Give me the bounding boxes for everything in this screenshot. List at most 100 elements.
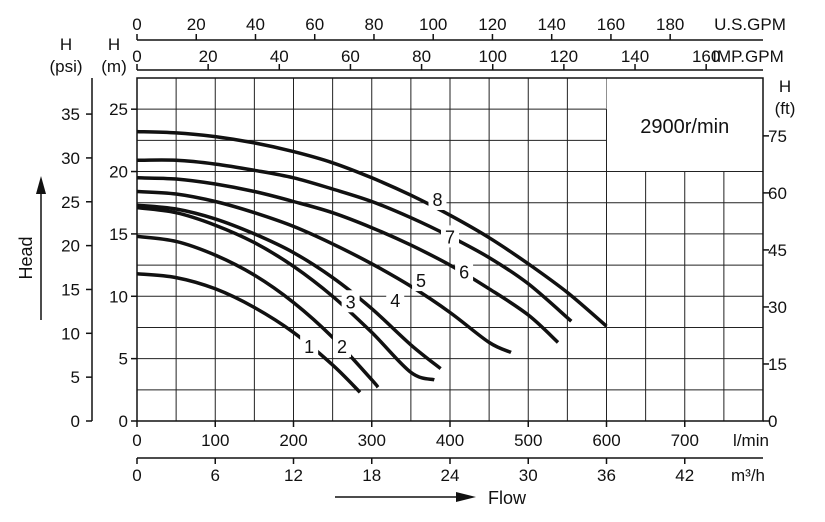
curve-label-8: 8: [432, 190, 442, 210]
lmin-tick-label: 300: [358, 431, 386, 450]
psi-unit: (psi): [49, 57, 82, 76]
curve-label-bg-7: [441, 225, 459, 248]
impgpm-tick-label: 0: [132, 47, 141, 66]
head-m-tick-label: 0: [119, 412, 128, 431]
usgpm-tick-label: 60: [305, 15, 324, 34]
head-m-tick-label: 25: [109, 100, 128, 119]
usgpm-tick-label: 140: [538, 15, 566, 34]
psi-header: H: [60, 35, 72, 54]
curve-5: [136, 189, 512, 355]
ft-tick-label: 60: [768, 184, 787, 203]
lmin-tick-label: 400: [436, 431, 464, 450]
curve-label-bg-1: [300, 335, 319, 358]
curve-label-bg-3: [341, 290, 360, 313]
usgpm-tick-label: 80: [365, 15, 384, 34]
curves: [136, 129, 608, 394]
usgpm-tick-label: 40: [246, 15, 265, 34]
ft-unit: (ft): [775, 99, 796, 118]
psi-tick-label: 20: [61, 237, 80, 256]
usgpm-unit: U.S.GPM: [714, 15, 786, 34]
curve-label-1: 1: [304, 337, 314, 357]
curve-label-7: 7: [445, 227, 455, 247]
lmin-tick-label: 700: [671, 431, 699, 450]
curve-2: [136, 234, 380, 389]
m3h-tick-label: 12: [284, 466, 303, 485]
flow-axis-label: Flow: [488, 488, 527, 508]
curve-label-2: 2: [337, 337, 347, 357]
m3h-tick-label: 18: [362, 466, 381, 485]
head-m-tick-label: 15: [109, 225, 128, 244]
curve-label-bg-8: [428, 187, 447, 210]
curve-3: [136, 205, 435, 382]
usgpm-tick-label: 180: [656, 15, 684, 34]
psi-tick-label: 35: [61, 105, 80, 124]
curve-label-3: 3: [346, 292, 356, 312]
curve-6: [136, 176, 560, 344]
m3h-tick-label: 30: [519, 466, 538, 485]
m3h-tick-label: 24: [441, 466, 460, 485]
psi-tick-label: 10: [61, 324, 80, 343]
ft-tick-label: 45: [768, 241, 787, 260]
speed-label-box: [606, 78, 763, 172]
curve-4: [136, 203, 442, 370]
curve-label-4: 4: [390, 291, 400, 311]
ft-tick-label: 75: [768, 127, 787, 146]
lmin-tick-label: 0: [132, 431, 141, 450]
lmin-unit: l/min: [733, 431, 769, 450]
curve-label-bg-4: [386, 289, 405, 312]
axes: [36, 34, 769, 502]
impgpm-tick-label: 60: [341, 47, 360, 66]
impgpm-tick-label: 160: [692, 47, 720, 66]
curve-label-bg-6: [455, 260, 474, 283]
curve-8: [136, 129, 608, 328]
lmin-tick-label: 100: [201, 431, 229, 450]
m3h-unit: m³/h: [731, 466, 765, 485]
psi-tick-label: 15: [61, 280, 80, 299]
usgpm-tick-label: 0: [132, 15, 141, 34]
head-m-tick-label: 5: [119, 350, 128, 369]
curve-1: [136, 272, 362, 394]
usgpm-tick-label: 20: [187, 15, 206, 34]
curve-label-6: 6: [459, 262, 469, 282]
lmin-tick-label: 500: [514, 431, 542, 450]
ft-tick-label: 0: [768, 412, 777, 431]
impgpm-tick-label: 40: [270, 47, 289, 66]
psi-tick-label: 5: [71, 368, 80, 387]
lmin-tick-label: 200: [279, 431, 307, 450]
head-m-tick-label: 10: [109, 287, 128, 306]
ft-tick-label: 30: [768, 298, 787, 317]
impgpm-tick-label: 120: [550, 47, 578, 66]
impgpm-unit: IMP.GPM: [712, 47, 783, 66]
ft-tick-label: 15: [768, 355, 787, 374]
head-axis-label: Head: [16, 236, 36, 279]
ft-header: H: [779, 77, 791, 96]
flow-arrow-head: [456, 492, 476, 502]
m3h-tick-label: 42: [675, 466, 694, 485]
head-arrow-head: [36, 176, 46, 194]
speed-label: 2900r/min: [640, 116, 729, 138]
curve-label-bg-2: [333, 335, 352, 358]
head-m-tick-label: 20: [109, 163, 128, 182]
m-unit: (m): [101, 57, 126, 76]
psi-tick-label: 30: [61, 149, 80, 168]
usgpm-tick-label: 120: [478, 15, 506, 34]
curve-label-bg-5: [412, 269, 431, 292]
impgpm-tick-label: 80: [412, 47, 431, 66]
m3h-tick-label: 0: [132, 466, 141, 485]
usgpm-tick-label: 100: [419, 15, 447, 34]
curve-7: [136, 158, 573, 323]
lmin-tick-label: 600: [592, 431, 620, 450]
usgpm-tick-label: 160: [597, 15, 625, 34]
m3h-tick-label: 6: [211, 466, 220, 485]
m3h-tick-label: 36: [597, 466, 616, 485]
impgpm-tick-label: 20: [199, 47, 218, 66]
impgpm-tick-label: 140: [621, 47, 649, 66]
psi-tick-label: 0: [71, 412, 80, 431]
m-header: H: [108, 35, 120, 54]
impgpm-tick-label: 100: [479, 47, 507, 66]
psi-tick-label: 25: [61, 193, 80, 212]
curve-label-5: 5: [416, 271, 426, 291]
grid: [137, 78, 763, 421]
